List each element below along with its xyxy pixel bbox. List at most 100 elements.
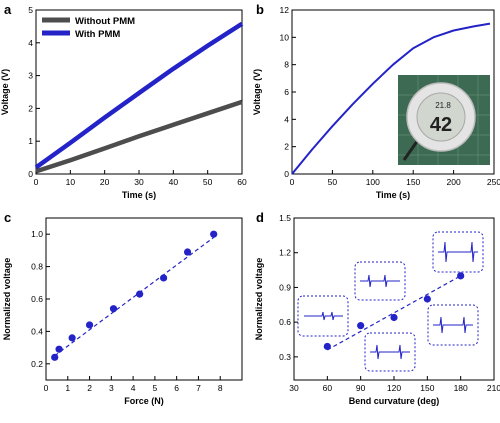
data-point [457,272,465,280]
x-tick-label: 4 [131,383,136,393]
waveform-inset-frame [297,295,349,337]
y-tick-label: 0.6 [31,294,43,304]
x-tick-label: 5 [153,383,158,393]
x-tick-label: 180 [454,383,468,393]
x-tick-label: 150 [406,177,420,187]
legend-label-with-pmm: With PMM [75,29,120,40]
panel-label-a: a [4,2,12,17]
x-tick-label: 250 [487,177,500,187]
x-tick-label: 10 [66,177,76,187]
data-point [423,295,431,303]
panel-label-c: c [4,210,11,225]
y-tick-label: 6 [284,87,289,97]
plot-frame [45,217,243,381]
y-axis-title: Normalized voltage [2,258,12,341]
y-tick-label: 12 [280,5,290,15]
y-tick-label: 2 [284,142,289,152]
x-tick-label: 100 [366,177,380,187]
x-tick-label: 6 [174,383,179,393]
x-axis-title: Force (N) [124,396,164,406]
waveform-trace [360,274,400,288]
series-without-pmm-line [35,99,243,174]
y-tick-label: 0.3 [279,352,291,362]
legend-label-without-pmm: Without PMM [75,16,135,27]
y-tick-label: 1.0 [31,229,43,239]
hygrometer-humidity: 42 [430,114,452,136]
x-tick-label: 30 [134,177,144,187]
waveform-inset-150deg [427,304,479,346]
y-tick-label: 0.6 [279,317,291,327]
x-tick-label: 30 [289,383,299,393]
data-point [55,345,63,353]
x-axis-title: Time (s) [122,190,156,200]
waveform-trace [438,241,478,263]
waveform-inset-frame [427,304,479,346]
x-tick-label: 20 [100,177,110,187]
data-point [183,248,192,256]
plot-frame [293,217,495,381]
chart-panel-d: 30 60 90 120 150 180 210 0.3 0.6 0.9 1.2 1.5 Bend cu… [254,213,500,406]
y-tick-label: 5 [28,5,33,15]
y-tick-label: 0 [28,169,33,179]
y-tick-label: 0.2 [31,359,43,369]
y-axis-title: Normalized voltage [254,258,264,341]
x-tick-label: 210 [487,383,500,393]
chart-panel-a: 0 10 20 30 40 50 60 0 1 2 3 4 5 Time (s) Voltage (V) [0,5,247,200]
y-tick-label: 2 [28,103,33,113]
x-axis-title: Time (s) [376,190,410,200]
x-axis-title: Bend curvature (deg) [349,396,440,406]
y-tick-label: 0.9 [279,282,291,292]
x-tick-label: 2 [87,383,92,393]
inset-wire [402,139,420,161]
x-tick-label: 50 [203,177,213,187]
waveform-trace [304,311,343,321]
series-0-line [291,22,491,175]
data-point [210,230,218,238]
data-point [323,342,331,351]
data-point [68,334,76,342]
x-tick-label: 60 [323,383,333,393]
x-tick-label: 40 [169,177,179,187]
x-tick-label: 0 [34,177,39,187]
fit-line [54,236,215,357]
waveform-inset-180deg [432,231,484,273]
x-tick-label: 90 [356,383,366,393]
data-point [136,290,144,298]
hygrometer-screen [416,92,466,142]
y-tick-label: 10 [280,32,290,42]
x-tick-label: 150 [420,383,434,393]
data-point [357,322,365,330]
x-tick-label: 120 [387,383,401,393]
y-tick-label: 1.5 [279,213,291,223]
fit-line [327,275,461,351]
x-tick-label: 0 [290,177,295,187]
x-tick-label: 50 [328,177,338,187]
chart-panel-c: 0 1 2 3 4 5 6 7 8 0.2 0.4 0.6 0.8 1.0 Force (N) Normali… [2,217,243,406]
waveform-trace [370,344,410,360]
x-tick-label: 60 [237,177,247,187]
series-with-pmm-line [34,21,244,170]
data-point [51,353,59,361]
y-tick-label: 0.4 [31,326,43,336]
x-tick-label: 200 [447,177,461,187]
data-point [160,274,168,282]
y-axis-title: Voltage (V) [252,69,262,115]
waveform-inset-frame [364,332,416,372]
hygrometer-temperature: 21.8 [435,101,451,110]
legend-a: Without PMM With PMM [42,16,135,40]
y-axis-title: Voltage (V) [0,69,10,115]
data-point [109,305,118,313]
x-tick-label: 1 [65,383,70,393]
y-tick-label: 1.2 [279,248,291,258]
y-tick-label: 4 [284,114,289,124]
y-tick-label: 0.8 [31,262,43,272]
waveform-inset-60deg [297,295,349,337]
x-tick-label: 8 [218,383,223,393]
waveform-inset-90deg [354,261,406,301]
x-tick-label: 0 [44,383,49,393]
waveform-inset-frame [432,231,484,273]
panel-label-d: d [256,210,264,225]
y-tick-label: 8 [284,60,289,70]
